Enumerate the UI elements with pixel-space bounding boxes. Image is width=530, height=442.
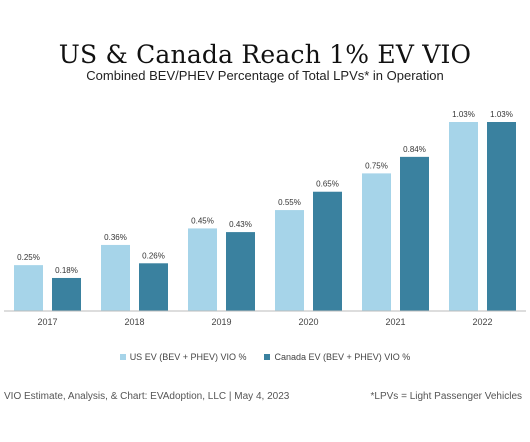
bar-us-2021 <box>362 173 391 311</box>
x-tick-label-2021: 2021 <box>385 317 405 327</box>
bar-us-2017 <box>14 265 43 311</box>
bar-us-2018 <box>101 244 130 311</box>
footnote: *LPVs = Light Passenger Vehicles <box>370 391 522 402</box>
data-label-us-2018: 0.36% <box>104 233 127 242</box>
data-label-canada-2018: 0.26% <box>142 251 165 260</box>
data-label-canada-2017: 0.18% <box>55 266 78 275</box>
legend: US EV (BEV + PHEV) VIO % Canada EV (BEV … <box>0 352 530 362</box>
chart-title: US & Canada Reach 1% EV VIO <box>58 40 472 69</box>
bar-canada-2022 <box>487 122 516 311</box>
legend-item-us: US EV (BEV + PHEV) VIO % <box>119 352 247 362</box>
legend-label-canada: Canada EV (BEV + PHEV) VIO % <box>274 352 411 362</box>
data-label-us-2019: 0.45% <box>191 216 214 225</box>
data-label-us-2022: 1.03% <box>452 110 475 119</box>
x-tick-label-2020: 2020 <box>298 317 318 327</box>
data-label-canada-2020: 0.65% <box>316 180 339 189</box>
bar-canada-2018 <box>139 263 168 311</box>
data-label-canada-2019: 0.43% <box>229 220 252 229</box>
x-tick-label-2022: 2022 <box>472 317 492 327</box>
legend-swatch-canada <box>264 354 271 360</box>
bar-canada-2020 <box>313 191 342 311</box>
bar-canada-2019 <box>226 232 255 311</box>
x-tick-label-2017: 2017 <box>37 317 57 327</box>
source-note: VIO Estimate, Analysis, & Chart: EVAdopt… <box>4 391 290 402</box>
x-tick-label-2018: 2018 <box>124 317 144 327</box>
bar-us-2019 <box>188 228 217 311</box>
legend-item-canada: Canada EV (BEV + PHEV) VIO % <box>264 352 410 362</box>
data-label-us-2020: 0.55% <box>278 198 301 207</box>
legend-label-us: US EV (BEV + PHEV) VIO % <box>129 352 247 362</box>
data-label-us-2017: 0.25% <box>17 253 40 262</box>
chart-subtitle: Combined BEV/PHEV Percentage of Total LP… <box>86 68 444 83</box>
data-label-canada-2021: 0.84% <box>403 145 426 154</box>
bar-canada-2017 <box>52 277 81 311</box>
x-tick-label-2019: 2019 <box>211 317 231 327</box>
bar-us-2020 <box>275 210 304 311</box>
data-label-us-2021: 0.75% <box>365 161 388 170</box>
legend-swatch-us <box>119 354 126 360</box>
data-label-canada-2022: 1.03% <box>490 110 513 119</box>
bar-canada-2021 <box>400 156 429 311</box>
bar-us-2022 <box>449 122 478 311</box>
